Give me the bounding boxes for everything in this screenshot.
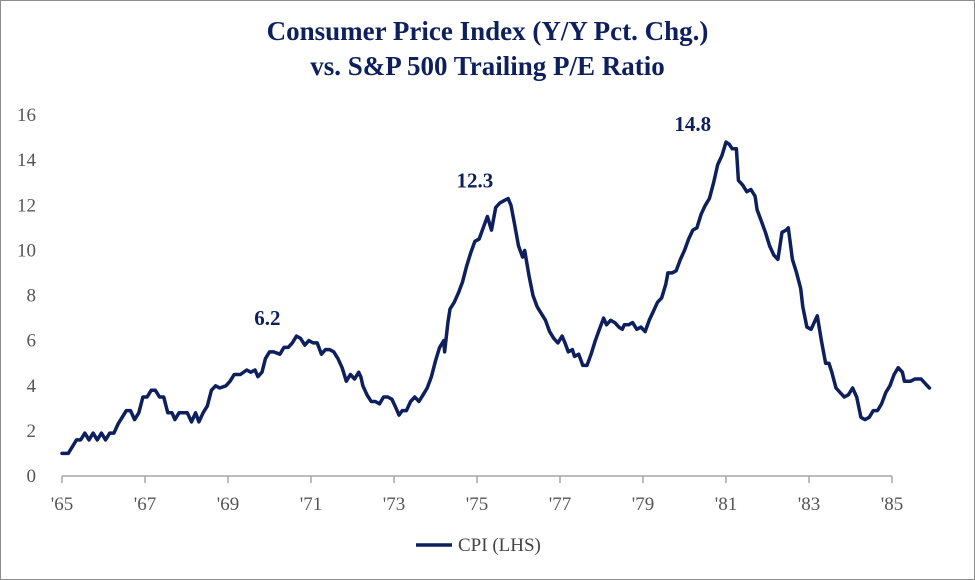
- x-axis: '65 '67 '69 '71 '73 '75 '77 '79 '81 '83 '85: [51, 475, 903, 515]
- x-tick-label: '77: [549, 494, 571, 515]
- x-tick-label: '75: [466, 494, 488, 515]
- series-line-cpi: [60, 140, 932, 456]
- chart-subtitle: vs. S&P 500 Trailing P/E Ratio: [310, 51, 665, 81]
- x-tick-label: '79: [632, 494, 654, 515]
- x-tick-label: '83: [798, 494, 820, 515]
- y-tick-label: 14: [17, 150, 37, 171]
- legend-label-cpi: CPI (LHS): [458, 535, 541, 556]
- y-tick-label: 12: [17, 195, 36, 216]
- peak-annotation: 14.8: [674, 112, 711, 136]
- x-tick-label: '65: [51, 494, 73, 515]
- y-axis-tick-labels: 0 2 4 6 8 10 12 14 16: [17, 105, 37, 487]
- peak-annotation: 6.2: [254, 306, 280, 330]
- x-tick-label: '81: [715, 494, 737, 515]
- series-layer: [60, 140, 932, 456]
- y-tick-label: 8: [27, 286, 37, 307]
- peak-annotation: 12.3: [457, 168, 494, 192]
- x-tick-label: '85: [881, 494, 903, 515]
- y-tick-label: 10: [17, 240, 36, 261]
- annotations: 6.2 12.3 14.8: [254, 112, 711, 330]
- y-tick-label: 6: [27, 331, 37, 352]
- x-tick-label: '67: [134, 494, 156, 515]
- x-tick-label: '71: [300, 494, 322, 515]
- y-tick-label: 16: [17, 105, 36, 126]
- chart-title: Consumer Price Index (Y/Y Pct. Chg.) vs.…: [0, 14, 975, 84]
- y-tick-label: 0: [27, 466, 37, 487]
- y-tick-label: 2: [27, 421, 37, 442]
- chart-title-line-1: Consumer Price Index (Y/Y Pct. Chg.): [266, 16, 709, 46]
- x-tick-label: '69: [217, 494, 239, 515]
- y-tick-label: 4: [27, 376, 37, 397]
- legend: CPI (LHS): [416, 535, 541, 556]
- x-tick-label: '73: [383, 494, 405, 515]
